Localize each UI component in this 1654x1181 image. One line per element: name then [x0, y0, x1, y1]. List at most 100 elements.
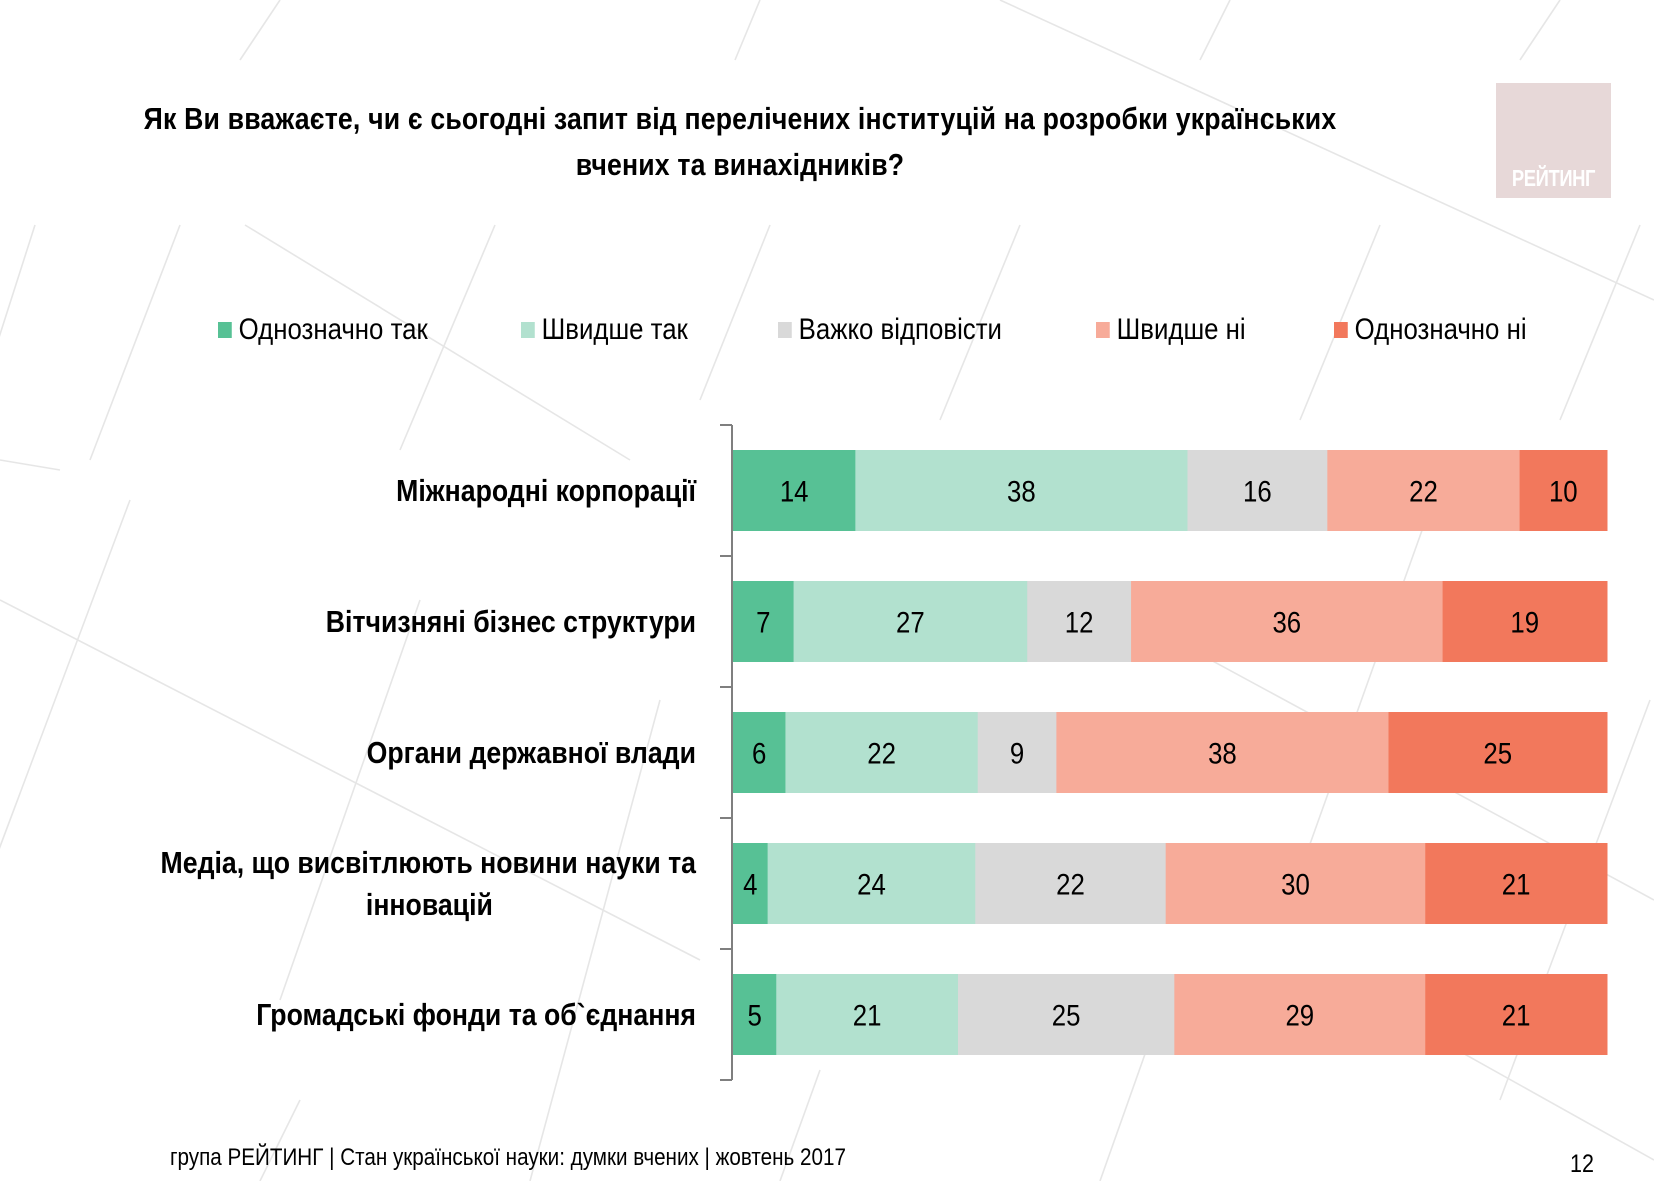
- background-line: [89, 224, 181, 461]
- footer-text: група РЕЙТИНГ | Стан української науки: …: [170, 1144, 846, 1171]
- bar-segment: [1442, 581, 1608, 662]
- data-label: 14: [780, 475, 809, 508]
- data-label: 6: [752, 737, 766, 770]
- category-label-line: Громадські фонди та об`єднання: [256, 996, 696, 1032]
- data-label: 38: [1208, 737, 1237, 770]
- legend-swatch: [778, 322, 792, 338]
- bar-group: 4 24 22 30 21: [733, 843, 1608, 924]
- legend: Однозначно так Швидше так Важко відповісти…: [0, 310, 1654, 350]
- data-label: 7: [756, 606, 770, 639]
- legend-swatch: [218, 322, 232, 338]
- bar-segment: [733, 974, 777, 1055]
- bar-segment: [957, 974, 1175, 1055]
- rating-logo: РЕЙТИНГ: [1496, 83, 1611, 198]
- title-line-1: Як Ви вважаєте, чи є сьогодні запит від …: [143, 101, 1337, 136]
- title-line-2: вчених та винахідників?: [575, 147, 905, 182]
- bar-group: 5 21 25 29 21: [733, 974, 1608, 1055]
- background-line: [1099, 1039, 1151, 1181]
- bar-segment: [776, 974, 959, 1055]
- category-label: Громадські фонди та об`єднання: [94, 994, 696, 1036]
- legend-label: Однозначно так: [238, 313, 428, 346]
- page-number: 12: [1570, 1150, 1594, 1178]
- data-label: 22: [867, 737, 896, 770]
- bar-group: 14 38 16 22 10: [733, 450, 1608, 531]
- background-line: [999, 0, 1654, 301]
- legend-label: Швидше ні: [1116, 313, 1246, 346]
- category-label: Органи державної влади: [94, 732, 696, 774]
- data-label: 10: [1549, 475, 1578, 508]
- bar-segment: [1165, 843, 1426, 924]
- data-label: 25: [1483, 737, 1512, 770]
- bar-segment: [1027, 581, 1132, 662]
- bar-group: 6 22 9 38 25: [733, 712, 1608, 793]
- bar-segment: [1131, 581, 1444, 662]
- bar-segment: [1327, 450, 1521, 531]
- category-label-line: Міжнародні корпорації: [396, 472, 696, 508]
- category-label-line: Медіа, що висвітлюють новини науки та: [160, 844, 697, 880]
- bar-segment: [977, 712, 1057, 793]
- background-line: [734, 0, 761, 61]
- data-label: 30: [1281, 868, 1310, 901]
- data-label: 19: [1510, 606, 1539, 639]
- bar-segment: [1425, 843, 1608, 924]
- background-line: [259, 1099, 301, 1181]
- data-label: 22: [1409, 475, 1438, 508]
- background-line: [0, 459, 61, 471]
- data-label: 38: [1007, 475, 1036, 508]
- data-label: 36: [1272, 606, 1301, 639]
- background-line: [239, 0, 281, 61]
- legend-label: Швидше так: [541, 313, 688, 346]
- data-label: 27: [896, 606, 925, 639]
- legend-swatch: [1096, 322, 1110, 338]
- data-label: 21: [1502, 999, 1531, 1032]
- bar-group: 7 27 12 36 19: [733, 581, 1608, 662]
- data-label: 4: [743, 868, 757, 901]
- data-label: 24: [857, 868, 886, 901]
- bar-segment: [1174, 974, 1426, 1055]
- category-label-line: інновацій: [365, 886, 493, 922]
- background-line: [0, 499, 131, 849]
- category-label: Медіа, що висвітлюють новини науки та інн…: [94, 842, 696, 926]
- data-label: 22: [1056, 868, 1085, 901]
- chart-title: Як Ви вважаєте, чи є сьогодні запит від …: [138, 96, 1342, 188]
- logo-text: РЕЙТИНГ: [1511, 165, 1596, 191]
- category-label-line: Вітчизняні бізнес структури: [325, 603, 696, 639]
- category-label: Вітчизняні бізнес структури: [94, 601, 696, 643]
- bar-segment: [1519, 450, 1608, 531]
- bar-segment: [855, 450, 1188, 531]
- bar-segment: [733, 843, 769, 924]
- legend-item: Швидше так: [521, 310, 688, 350]
- background-line: [529, 699, 661, 1181]
- legend-label: Важко відповісти: [798, 313, 1002, 346]
- legend-item: Однозначно ні: [1334, 310, 1527, 350]
- bar-segment: [733, 450, 856, 531]
- bar-segment: [1425, 974, 1608, 1055]
- background-line: [779, 1069, 821, 1181]
- background-line: [1519, 0, 1561, 61]
- background-line: [939, 224, 1021, 421]
- legend-swatch: [1334, 322, 1348, 338]
- bar-segment: [1388, 712, 1608, 793]
- bar-segment: [733, 712, 786, 793]
- data-label: 9: [1010, 737, 1024, 770]
- legend-label: Однозначно ні: [1354, 313, 1527, 346]
- background-line: [279, 599, 421, 1001]
- data-label: 5: [747, 999, 761, 1032]
- category-label-line: Органи державної влади: [366, 734, 696, 770]
- background-line: [0, 599, 701, 961]
- background-line: [244, 224, 631, 461]
- bar-segment: [1187, 450, 1328, 531]
- bar-segment: [793, 581, 1028, 662]
- bar-segment: [733, 581, 795, 662]
- background-line: [1289, 479, 1441, 901]
- bar-segment: [767, 843, 976, 924]
- legend-item: Однозначно так: [218, 310, 428, 350]
- category-label: Міжнародні корпорації: [94, 470, 696, 512]
- bar-segment: [1056, 712, 1389, 793]
- legend-swatch: [521, 322, 535, 338]
- data-label: 16: [1243, 475, 1272, 508]
- data-label: 25: [1052, 999, 1081, 1032]
- bar-segment: [785, 712, 979, 793]
